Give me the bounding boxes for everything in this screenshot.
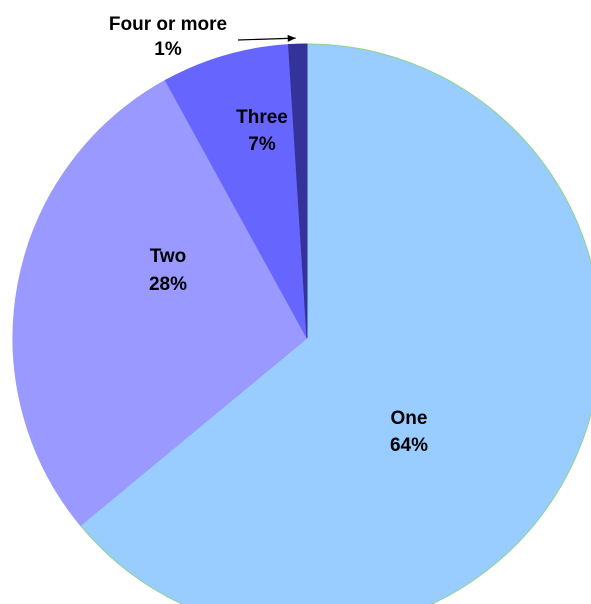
pie-slice-one — [79, 43, 591, 604]
slice-labels: One 64% Two 28% Three 7% Four or more 1% — [109, 14, 428, 456]
slice-label-two-name: Two — [150, 246, 187, 267]
pie-slices — [12, 43, 591, 604]
pie-slice-three — [164, 44, 308, 339]
slice-label-four-or-more-name: Four or more — [109, 14, 227, 35]
pie-slice-four-or-more — [288, 43, 308, 339]
slice-label-one-name: One — [391, 408, 428, 429]
slice-label-three-value: 7% — [248, 134, 276, 155]
slice-label-one-value: 64% — [390, 435, 428, 456]
pie-slice-two — [12, 79, 308, 527]
slice-label-four-or-more-value: 1% — [154, 39, 182, 60]
leader-arrowhead — [287, 34, 296, 42]
leader-line-four-or-more — [237, 37, 296, 41]
slice-label-two-value: 28% — [149, 274, 187, 295]
leader-lines — [237, 34, 296, 42]
slice-label-three-name: Three — [236, 107, 288, 128]
